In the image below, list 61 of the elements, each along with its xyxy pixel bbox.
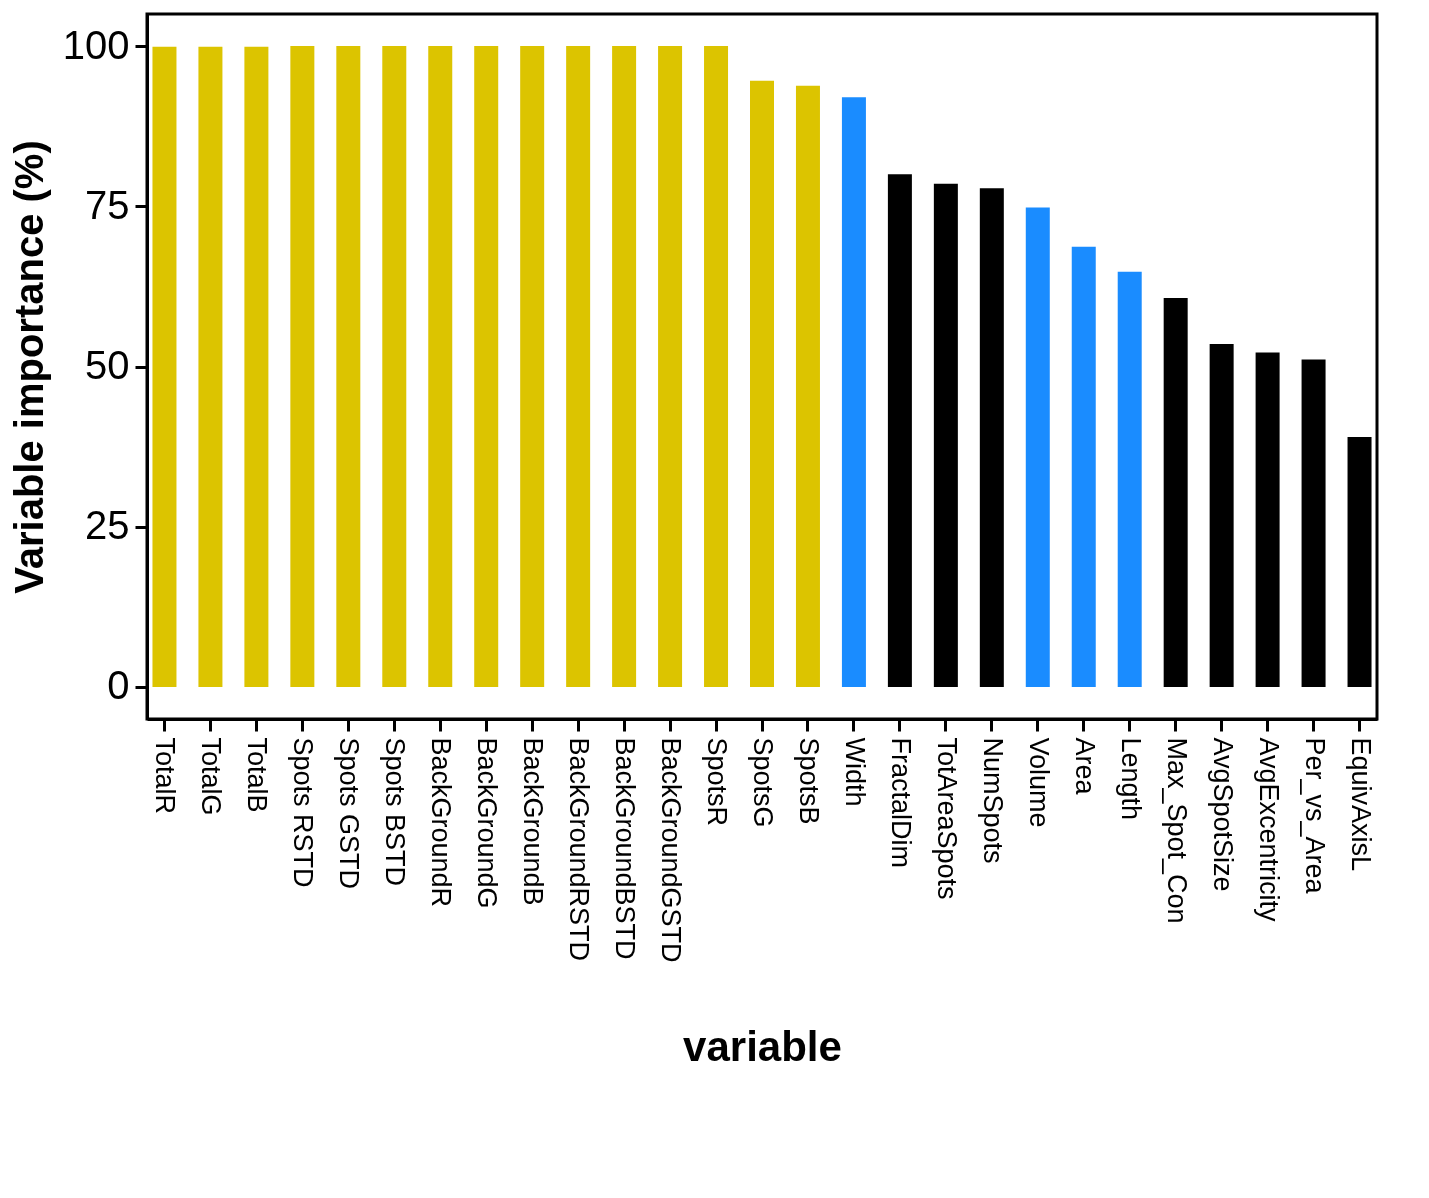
bar [290,46,315,687]
bar [841,97,866,687]
x-tick-label: BackGroundGSTD [656,737,687,963]
x-tick-label: TotalB [242,737,273,813]
bar [979,188,1004,687]
x-tick-label: AvgExcentricity [1253,737,1284,923]
x-tick-label: Length [1115,737,1146,821]
x-tick-label: AvgSpotSize [1207,737,1238,892]
x-tick-label: TotAreaSpots [931,737,962,900]
bar [750,80,774,687]
bar [658,46,683,687]
x-tick-label: TotalG [196,737,227,816]
x-tick-label: SpotsB [793,737,824,825]
bar [474,46,499,687]
y-axis-title: Variable importance (%) [6,140,51,594]
x-tick-label: TotalR [150,737,181,815]
x-tick-label: BackGroundR [426,737,457,908]
bar [612,46,637,687]
bar [198,46,223,687]
bar [1347,437,1372,687]
bar [152,46,177,687]
bar [1117,271,1142,687]
y-tick-label: 100 [62,22,130,67]
bar [1255,352,1280,687]
x-tick-label: Spots BSTD [380,737,411,887]
x-tick-label: Per_vs_Area [1299,737,1330,895]
x-tick-label: BackGroundRSTD [564,737,595,962]
x-axis-title: variable [683,1022,842,1070]
bar [1025,207,1050,687]
y-tick-label: 0 [107,663,130,708]
x-tick-label: Spots RSTD [288,737,319,888]
bar [887,174,912,687]
bar [244,46,269,687]
bar [566,46,591,687]
bar [1301,359,1326,687]
x-tick-label: NumSpots [977,737,1008,864]
x-tick-label: SpotsR [702,737,733,827]
x-tick-label: BackGroundBSTD [610,737,641,960]
bar [1209,344,1234,687]
bar [1163,297,1188,687]
x-tick-label: Volume [1023,737,1054,828]
x-tick-label: BackGroundB [518,737,549,906]
x-tick-label: Max_Spot_Con [1161,737,1192,924]
x-tick-label: Area [1069,737,1100,796]
bar [795,85,820,687]
bar [1071,246,1096,687]
y-tick-label: 50 [85,343,130,387]
x-tick-label: FractalDim [885,737,916,869]
bar [704,46,729,687]
y-tick-label: 75 [85,182,130,227]
x-tick-label: BackGroundG [472,737,503,909]
x-tick-label: SpotsG [748,737,778,828]
bar [382,46,407,687]
y-tick-label: 25 [85,503,130,548]
bar [336,46,361,687]
x-tick-label: EquivAxisL [1345,737,1376,872]
bar [520,46,545,687]
x-tick-label: Spots GSTD [334,737,365,890]
bar [933,183,958,687]
bar [428,46,453,687]
x-tick-label: Width [839,737,870,807]
